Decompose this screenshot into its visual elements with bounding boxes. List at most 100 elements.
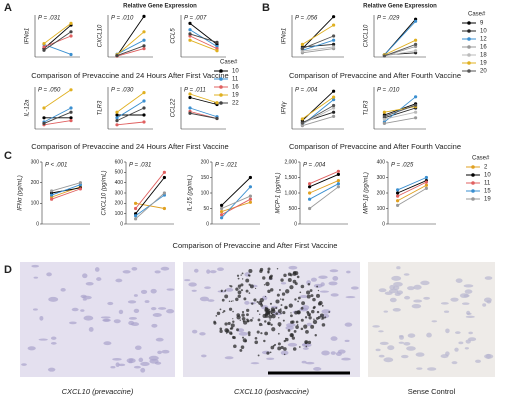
stain-dot	[254, 340, 259, 345]
cell-nucleus	[399, 335, 404, 340]
series-line	[51, 182, 81, 192]
stain-dot	[268, 308, 271, 311]
cell-nucleus	[50, 341, 57, 345]
stain-dot	[266, 351, 270, 355]
stain-dot	[257, 318, 261, 322]
cell-nucleus	[407, 333, 416, 338]
cell-nucleus	[166, 309, 175, 314]
data-point	[424, 186, 428, 190]
series-line	[116, 31, 145, 56]
series-line	[221, 177, 251, 206]
series-line	[116, 121, 145, 126]
stain-dot	[317, 289, 320, 292]
series-line	[43, 89, 72, 109]
data-point	[42, 41, 46, 46]
stain-dot	[240, 274, 242, 276]
y-axis-label: IFNα (pg/mL)	[18, 175, 24, 210]
cell-nucleus	[445, 328, 450, 334]
stain-dot	[316, 285, 319, 288]
stain-dot	[285, 289, 290, 294]
stain-dot	[248, 292, 251, 294]
series-line	[51, 187, 81, 194]
data-point	[115, 54, 119, 58]
cell-nucleus	[131, 266, 138, 271]
cell-nucleus	[464, 347, 469, 350]
y-tick-label: 300	[377, 175, 386, 181]
cell-nucleus	[161, 349, 170, 354]
y-tick-label: 1,500	[284, 175, 297, 181]
stain-dot	[272, 309, 274, 311]
cell-nucleus	[33, 276, 39, 279]
image-caption: CXCL10 (postvaccine)	[234, 387, 310, 396]
stain-dot	[280, 312, 282, 315]
stain-dot	[230, 332, 233, 335]
stain-dot	[277, 346, 282, 351]
cell-nucleus	[310, 277, 317, 282]
cell-nucleus	[413, 284, 422, 290]
cell-nucleus	[130, 322, 140, 327]
stain-dot	[310, 324, 315, 329]
y-tick-label: 100	[115, 211, 124, 217]
stain-dot	[230, 300, 233, 303]
caption: Comparison of Prevaccine and After Fourt…	[289, 71, 461, 80]
data-point	[332, 34, 336, 38]
cell-nucleus	[133, 308, 140, 313]
stain-dot	[267, 289, 271, 294]
legend-label: 10	[232, 69, 239, 75]
cell-nucleus	[152, 313, 162, 317]
stain-dot	[300, 318, 304, 322]
series-line	[116, 45, 145, 57]
cell-nucleus	[287, 342, 298, 347]
stain-dot	[254, 336, 258, 340]
data-point	[396, 199, 400, 203]
cell-nucleus	[250, 362, 260, 365]
cell-nucleus	[345, 296, 356, 299]
cell-nucleus	[465, 315, 475, 319]
cell-nucleus	[160, 266, 170, 271]
y-tick-label: 300	[31, 159, 40, 165]
data-point	[396, 188, 400, 192]
stain-dot	[262, 276, 266, 280]
data-point	[308, 206, 312, 211]
cell-nucleus	[468, 331, 473, 335]
caption: Comparison of Prevaccine and After First…	[173, 241, 338, 250]
stain-dot	[270, 312, 273, 314]
stain-dot	[278, 325, 281, 327]
y-tick-label: 150	[201, 175, 210, 181]
cell-nucleus	[407, 286, 415, 291]
data-point	[382, 54, 386, 58]
stain-dot	[314, 334, 317, 337]
y-tick-label: 300	[115, 190, 124, 196]
stain-dot	[264, 295, 267, 298]
y-axis-label: CCL22	[171, 98, 177, 117]
data-point	[332, 110, 336, 114]
cell-nucleus	[280, 350, 289, 356]
cell-nucleus	[403, 341, 411, 346]
cell-nucleus	[244, 300, 250, 305]
legend-label: 18	[480, 53, 487, 59]
cell-nucleus	[455, 278, 463, 283]
cell-nucleus	[318, 275, 328, 279]
stain-dot	[299, 291, 302, 294]
stain-dot	[221, 298, 225, 302]
y-tick-label: 2,000	[284, 159, 297, 165]
image-caption: CXCL10 (prevaccine)	[62, 387, 134, 396]
stain-dot	[241, 272, 244, 275]
stain-dot	[278, 317, 280, 319]
stain-dot	[279, 289, 281, 291]
cell-nucleus	[443, 310, 450, 313]
stain-dot	[319, 313, 324, 318]
cell-nucleus	[140, 361, 150, 366]
data-point	[332, 98, 336, 102]
stain-dot	[241, 310, 245, 314]
y-axis-label: IL-12a	[25, 99, 31, 117]
data-point	[215, 116, 219, 121]
data-point	[142, 113, 146, 117]
stain-dot	[275, 307, 278, 310]
p-value: P < .001	[45, 163, 67, 169]
y-tick-label: 500	[115, 170, 124, 176]
stain-dot	[288, 303, 293, 308]
y-axis-label: TLR3	[364, 100, 370, 115]
data-point	[336, 169, 340, 173]
legend-title: Case#	[468, 12, 486, 18]
